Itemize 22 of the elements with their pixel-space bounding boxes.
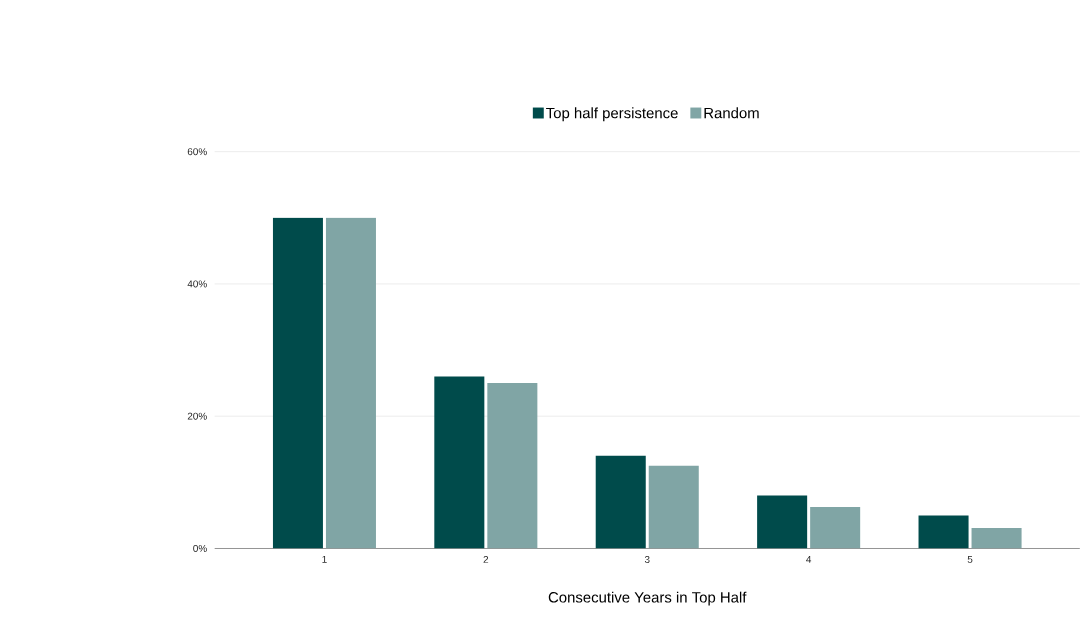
bar — [272, 217, 323, 549]
bar — [325, 217, 376, 549]
x-tick-label: 3 — [644, 555, 650, 563]
bar — [648, 465, 699, 549]
y-tick-label: 60% — [187, 147, 207, 155]
bar — [918, 515, 969, 549]
bar — [487, 382, 538, 549]
bar — [757, 495, 808, 549]
x-tick-label: 1 — [322, 555, 327, 563]
y-tick-label: 20% — [187, 412, 207, 420]
x-axis-title: Consecutive Years in Top Half — [548, 591, 747, 606]
x-tick-label: 5 — [967, 555, 973, 563]
y-tick-label: 0% — [193, 544, 207, 552]
bar — [595, 455, 646, 549]
bar — [810, 506, 861, 549]
x-tick-label: 2 — [483, 555, 489, 563]
bar — [971, 527, 1022, 549]
x-tick-label: 4 — [806, 555, 812, 563]
legend-label: Top half persistence — [546, 107, 678, 122]
y-tick-label: 40% — [187, 280, 207, 288]
legend-label: Random — [704, 107, 759, 119]
bar — [434, 376, 485, 549]
